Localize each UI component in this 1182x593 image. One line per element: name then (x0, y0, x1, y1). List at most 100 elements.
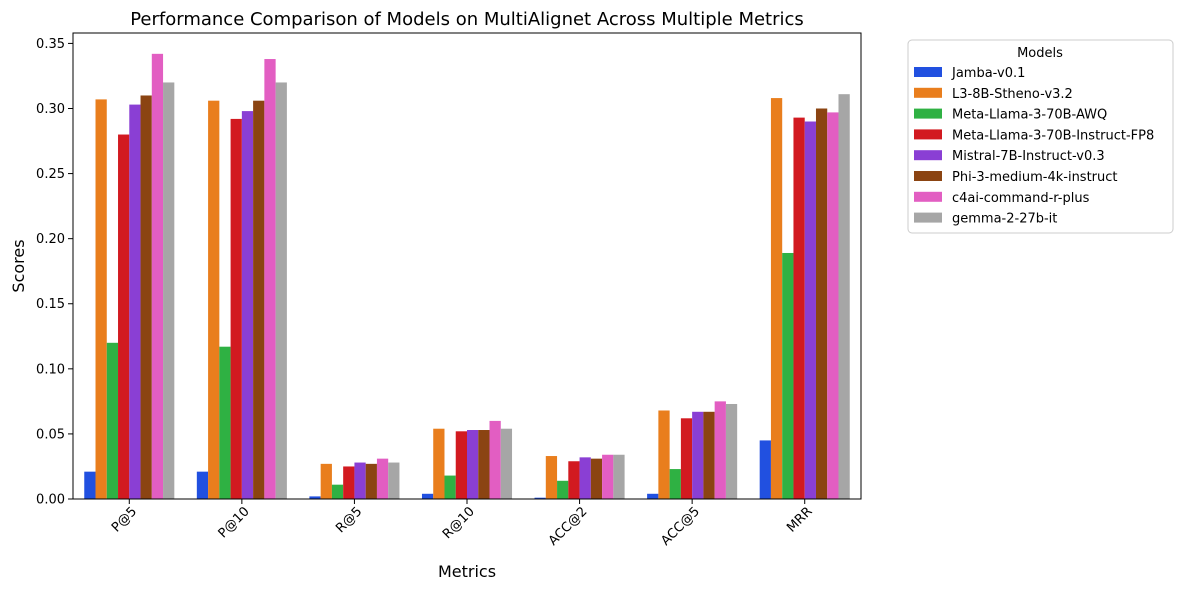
bar (770, 98, 783, 499)
bar (703, 411, 715, 499)
bar (714, 401, 726, 499)
legend-label: c4ai-command-r-plus (952, 191, 1090, 206)
legend-items: Jamba-v0.1 L3-8B-Stheno-v3.2 Meta-Llama-3-… (914, 66, 1154, 227)
legend-label: Meta-Llama-3-70B-AWQ (952, 108, 1107, 123)
x-tick-label: R@10 (440, 504, 478, 542)
legend-swatch (914, 67, 942, 77)
bar (647, 493, 659, 499)
bar (388, 462, 400, 499)
bar (455, 431, 467, 499)
legend-swatch (914, 150, 942, 161)
bar (444, 475, 456, 499)
bar (343, 466, 355, 499)
x-tick-label: P@5 (109, 504, 140, 535)
bar (118, 134, 130, 499)
bar (433, 428, 445, 499)
bar (320, 463, 332, 499)
legend-label: L3-8B-Stheno-v3.2 (952, 87, 1073, 102)
bar (782, 252, 794, 499)
bars-group (84, 53, 850, 500)
legend-label: gemma-2-27b-it (952, 212, 1057, 227)
x-tick-label: MRR (784, 504, 815, 535)
bar (196, 471, 209, 499)
bar (309, 496, 321, 499)
legend-title: Models (1017, 46, 1063, 61)
x-tick-label: R@5 (333, 504, 365, 536)
y-tick-label: 0.30 (36, 102, 65, 117)
bar (95, 99, 107, 499)
plot-area-frame (72, 32, 862, 500)
bar (208, 100, 220, 499)
x-tick-label: P@10 (216, 504, 253, 541)
bar (815, 108, 828, 499)
legend-label: Mistral-7B-Instruct-v0.3 (952, 149, 1105, 164)
bar (658, 410, 670, 499)
bar (568, 461, 580, 499)
y-tick-label: 0.10 (36, 362, 65, 377)
y-axis: 0.00 0.05 0.10 0.15 0.20 0.25 0.30 0.35 (36, 37, 73, 508)
bar (163, 82, 175, 500)
y-tick-label: 0.25 (36, 167, 65, 182)
legend-swatch (914, 108, 942, 119)
y-axis-label: Scores (9, 239, 28, 292)
bar (219, 346, 231, 499)
chart-title: Performance Comparison of Models on Mult… (130, 9, 804, 30)
legend-label: Jamba-v0.1 (951, 66, 1025, 81)
bar (129, 104, 141, 499)
y-tick-label: 0.05 (36, 427, 65, 442)
bar (669, 469, 681, 499)
bar (230, 118, 242, 499)
bar (838, 94, 850, 500)
bar (692, 411, 704, 499)
bar (725, 403, 738, 499)
x-tick-label: ACC@2 (546, 504, 591, 549)
bar (365, 463, 377, 499)
legend-label: Phi-3-medium-4k-instruct (952, 170, 1118, 185)
legend-swatch (914, 171, 942, 181)
bar (354, 462, 366, 499)
bar (275, 82, 287, 500)
x-axis-label: Metrics (438, 562, 496, 581)
bar (613, 454, 625, 499)
bar (140, 95, 152, 499)
bar (84, 471, 96, 499)
bar (557, 480, 569, 499)
bar (759, 440, 771, 499)
bar (545, 456, 558, 499)
y-tick-label: 0.15 (36, 297, 65, 312)
bar (534, 497, 546, 499)
x-tick-label: ACC@5 (658, 504, 703, 549)
bar (253, 100, 265, 499)
bar (467, 430, 479, 499)
bar (500, 428, 513, 499)
bar (331, 484, 344, 499)
bar (241, 111, 254, 499)
bar (376, 458, 389, 499)
y-tick-label: 0.00 (36, 493, 65, 508)
x-axis: P@5 P@10 R@5 R@10 ACC@2 ACC@5 MRR (109, 499, 816, 549)
y-tick-label: 0.20 (36, 232, 65, 247)
bar (602, 454, 614, 499)
legend: Models Jamba-v0.1 L3-8B-Stheno-v3.2 Meta-L… (907, 39, 1174, 234)
bar (151, 53, 164, 499)
bar (478, 430, 490, 499)
legend-swatch (914, 212, 942, 223)
y-tick-label: 0.35 (36, 37, 65, 52)
bar (579, 457, 591, 499)
bar (264, 59, 276, 499)
bar (793, 117, 805, 500)
bar (827, 112, 839, 500)
legend-label: Meta-Llama-3-70B-Instruct-FP8 (952, 128, 1154, 143)
bar (106, 342, 119, 499)
legend-swatch (914, 87, 942, 98)
bar (421, 493, 434, 499)
legend-swatch (914, 191, 942, 202)
bar (680, 418, 693, 499)
bar (489, 420, 501, 499)
legend-swatch (914, 129, 942, 140)
legend-frame (907, 39, 1174, 234)
bar (590, 458, 603, 499)
bar (804, 121, 816, 499)
